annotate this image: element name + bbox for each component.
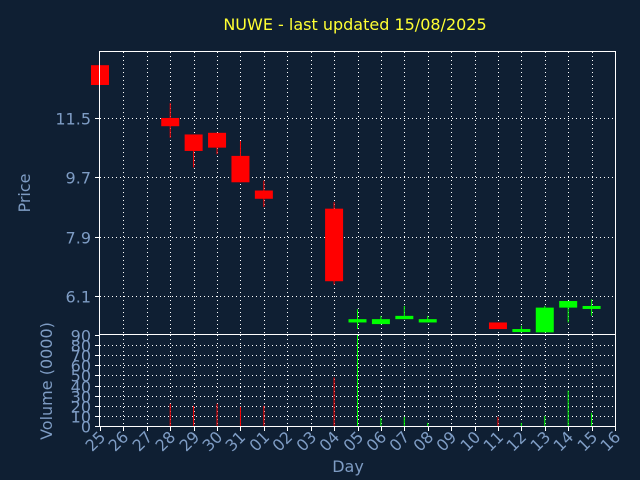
volume-tick-label: 60 — [71, 357, 91, 376]
volume-axis-label: Volume (0000) — [37, 322, 56, 440]
candle-body — [418, 319, 437, 323]
candle-body — [231, 155, 250, 183]
candle-body — [512, 329, 531, 333]
price-candles — [91, 65, 601, 333]
candle-body — [371, 319, 390, 325]
x-tick-label: 16 — [596, 427, 624, 455]
price-tick-label: 11.5 — [55, 110, 91, 129]
volume-tick-label: 10 — [71, 408, 91, 427]
candle-body — [395, 315, 414, 320]
candle-body — [535, 307, 554, 333]
candle-body — [582, 305, 601, 309]
price-panel-frame — [99, 51, 616, 335]
chart-title: NUWE - last updated 15/08/2025 — [223, 15, 486, 34]
price-y-ticks: 6.1 7.9 9.7 11.5 — [55, 110, 100, 307]
volume-tick-label: 90 — [71, 327, 91, 346]
volume-tick-label: 50 — [71, 367, 91, 386]
x-axis-ticks: 2526272829303101020304050607080910111213… — [81, 426, 624, 455]
candle-body — [488, 322, 507, 330]
candle-body — [161, 117, 180, 127]
candle-body — [184, 134, 203, 151]
candle-body — [254, 190, 273, 199]
volume-tick-label: 80 — [71, 337, 91, 356]
volume-tick-label: 30 — [71, 388, 91, 407]
candle-body — [348, 319, 367, 323]
price-tick-label: 7.9 — [66, 229, 91, 248]
candle-body — [559, 301, 578, 308]
candle-body — [325, 208, 344, 282]
volume-panel-frame — [99, 334, 616, 427]
price-panel-grid — [100, 52, 615, 334]
x-axis-label: Day — [332, 457, 364, 476]
volume-bars — [169, 335, 593, 426]
price-tick-label: 9.7 — [66, 169, 91, 188]
volume-tick-label: 70 — [71, 347, 91, 366]
price-tick-label: 6.1 — [66, 288, 91, 307]
volume-tick-label: 0 — [81, 418, 91, 437]
volume-tick-label: 40 — [71, 378, 91, 397]
candle-body — [208, 132, 227, 148]
volume-tick-label: 20 — [71, 398, 91, 417]
price-axis-label: Price — [15, 173, 34, 212]
